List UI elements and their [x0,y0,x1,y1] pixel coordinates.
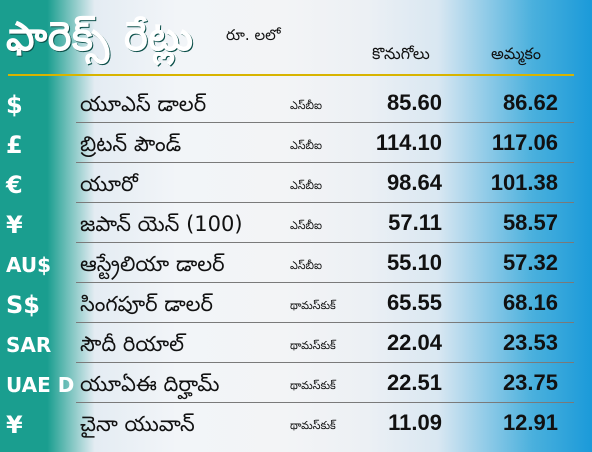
rate-row: £ బ్రిటన్ పౌండ్ ఎస్‌బీఐ 114.10 117.06 [0,128,592,168]
sell-rate: 68.16 [502,290,558,315]
rate-row: S$ సింగపూర్ డాలర్ థామస్‌కుక్ 65.55 68.16 [0,288,592,328]
sell-rate: 23.53 [502,330,558,355]
sell-rate: 117.06 [491,130,558,155]
row-divider [76,122,574,123]
page-title: ఫారెక్స్ రేట్లు [6,14,194,60]
currency-symbol: £ [6,131,23,159]
currency-name: యూఏఈ దిర్హామ్ [80,372,220,396]
rate-source: థామస్‌కుక్ [290,299,336,312]
row-divider [76,322,574,323]
buy-column-header: కొనుగోలు [372,44,430,63]
row-divider [76,202,574,203]
buy-rate: 22.51 [386,370,442,395]
rate-source: ఎస్‌బీఐ [290,139,323,152]
rate-row: € యూరో ఎస్‌బీఐ 98.64 101.38 [0,168,592,208]
currency-name: సౌదీ రియాల్ [80,332,184,356]
buy-rate: 57.11 [388,210,442,235]
sell-rate: 86.62 [502,90,558,115]
currency-name: సింగపూర్ డాలర్ [80,292,214,316]
sell-rate: 101.38 [490,170,558,195]
rate-source: థామస్‌కుక్ [290,419,336,432]
row-divider [76,162,574,163]
currency-name: జపాన్ యెన్ (100) [80,212,243,236]
rates-list: $ యూఎస్ డాలర్ ఎస్‌బీఐ 85.60 86.62 £ బ్రి… [0,88,592,448]
sell-rate: 57.32 [502,250,558,275]
rate-source: ఎస్‌బీఐ [290,219,323,232]
buy-rate: 114.10 [375,130,442,155]
row-divider [76,362,574,363]
rate-row: ¥ చైనా యువాన్ థామస్‌కుక్ 11.09 12.91 [0,408,592,448]
currency-symbol: $ [6,91,23,119]
sell-column-header: అమ్మకం [491,44,541,63]
currency-name: యూరో [80,172,138,196]
currency-symbol: SAR [6,333,52,357]
rate-source: ఎస్‌బీఐ [290,179,323,192]
rate-row: AU$ ఆస్ట్రేలియా డాలర్ ఎస్‌బీఐ 55.10 57.3… [0,248,592,288]
unit-label: రూ. లలో [226,26,281,44]
buy-rate: 65.55 [386,290,442,315]
rate-row: ¥ జపాన్ యెన్ (100) ఎస్‌బీఐ 57.11 58.57 [0,208,592,248]
currency-symbol: S$ [6,291,40,319]
buy-rate: 98.64 [386,170,442,195]
rate-row: SAR సౌదీ రియాల్ థామస్‌కుక్ 22.04 23.53 [0,328,592,368]
rate-source: థామస్‌కుక్ [290,379,336,392]
currency-symbol: AU$ [6,253,52,277]
header-divider [8,74,574,76]
row-divider [76,242,574,243]
buy-rate: 22.04 [386,330,442,355]
buy-rate: 85.60 [386,90,442,115]
currency-symbol: UAE D [6,373,75,397]
row-divider [76,282,574,283]
rate-source: ఎస్‌బీఐ [290,99,323,112]
currency-symbol: € [6,171,23,199]
currency-symbol: ¥ [6,211,23,239]
currency-name: బ్రిటన్ పౌండ్ [80,132,182,156]
rate-source: ఎస్‌బీఐ [290,259,323,272]
sell-rate: 58.57 [502,210,558,235]
currency-name: చైనా యువాన్ [80,412,195,436]
sell-rate: 23.75 [502,370,558,395]
row-divider [76,402,574,403]
sell-rate: 12.91 [502,410,558,435]
currency-name: యూఎస్ డాలర్ [80,92,207,116]
currency-name: ఆస్ట్రేలియా డాలర్ [80,252,225,276]
currency-symbol: ¥ [6,411,23,439]
rate-row: UAE D యూఏఈ దిర్హామ్ థామస్‌కుక్ 22.51 23.… [0,368,592,408]
rate-row: $ యూఎస్ డాలర్ ఎస్‌బీఐ 85.60 86.62 [0,88,592,128]
buy-rate: 11.09 [388,410,442,435]
rate-source: థామస్‌కుక్ [290,339,336,352]
buy-rate: 55.10 [386,250,442,275]
